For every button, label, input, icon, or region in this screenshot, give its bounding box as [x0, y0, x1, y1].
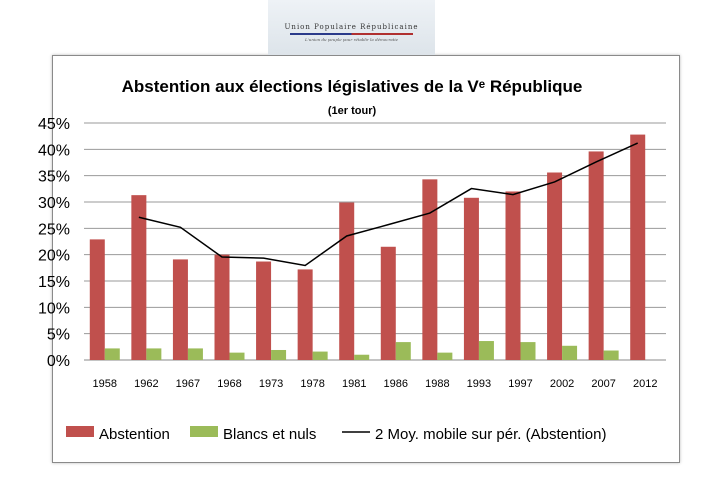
legend-label: 2 Moy. mobile sur pér. (Abstention) [375, 426, 607, 443]
y-tick-label: 40% [38, 142, 70, 159]
x-tick-label: 1968 [217, 378, 241, 390]
abstention-bar [297, 269, 313, 360]
abstention-bar [89, 239, 105, 360]
x-tick-label: 1973 [259, 378, 283, 390]
y-tick-label: 5% [47, 327, 70, 344]
y-tick-label: 0% [47, 353, 70, 370]
blancs-bar [229, 352, 245, 360]
blancs-bar [312, 351, 328, 360]
x-tick-label: 1993 [467, 378, 491, 390]
y-tick-label: 45% [38, 116, 70, 133]
abstention-bar [339, 202, 355, 360]
x-tick-label: 1962 [134, 378, 158, 390]
blancs-bar [187, 348, 203, 360]
y-tick-label: 15% [38, 274, 70, 291]
blancs-bar [478, 341, 494, 360]
blancs-bar [395, 342, 411, 360]
x-tick-label: 1978 [300, 378, 324, 390]
legend-label: Abstention [99, 426, 170, 443]
x-tick-label: 1986 [384, 378, 408, 390]
blancs-bar [520, 342, 536, 360]
x-tick-label: 1988 [425, 378, 449, 390]
x-tick-label: 2012 [633, 378, 657, 390]
logo-name: Union Populaire Républicaine [284, 23, 419, 31]
abstention-bar [214, 254, 230, 360]
x-tick-label: 1981 [342, 378, 366, 390]
x-tick-label: 2002 [550, 378, 574, 390]
x-tick-label: 2007 [591, 378, 615, 390]
x-tick-label: 1997 [508, 378, 532, 390]
chart-title: Abstention aux élections législatives de… [122, 77, 583, 96]
moving-average-line [138, 142, 639, 267]
logo: Union Populaire Républicaine L'union du … [268, 0, 435, 55]
x-tick-label: 1958 [93, 378, 117, 390]
abstention-bar [256, 261, 272, 360]
abstention-bar [463, 197, 479, 360]
blancs-bar [104, 348, 120, 360]
abstention-bar [422, 179, 438, 360]
y-tick-label: 30% [38, 195, 70, 212]
abstention-bar [380, 246, 396, 360]
y-tick-label: 25% [38, 221, 70, 238]
legend-swatch [66, 426, 94, 437]
abstention-bar [630, 134, 646, 360]
blancs-bar [271, 349, 287, 360]
blancs-bar [146, 348, 162, 360]
abstention-bar [588, 151, 604, 360]
y-tick-label: 20% [38, 248, 70, 265]
legend-swatch [190, 426, 218, 437]
y-tick-label: 35% [38, 169, 70, 186]
blancs-bar [437, 352, 453, 360]
legend-label: Blancs et nuls [223, 426, 316, 443]
x-tick-label: 1967 [176, 378, 200, 390]
abstention-bar [172, 259, 188, 360]
blancs-bar [562, 345, 578, 360]
abstention-bar [505, 191, 521, 360]
abstention-bar [131, 195, 147, 360]
chart-subtitle: (1er tour) [328, 105, 377, 117]
blancs-bar [603, 350, 619, 360]
logo-tagline: L'union du peuple pour rétablir la démoc… [305, 37, 398, 42]
abstention-bar [547, 172, 563, 360]
y-tick-label: 10% [38, 300, 70, 317]
blancs-bar [354, 354, 370, 360]
logo-bar [290, 33, 413, 35]
